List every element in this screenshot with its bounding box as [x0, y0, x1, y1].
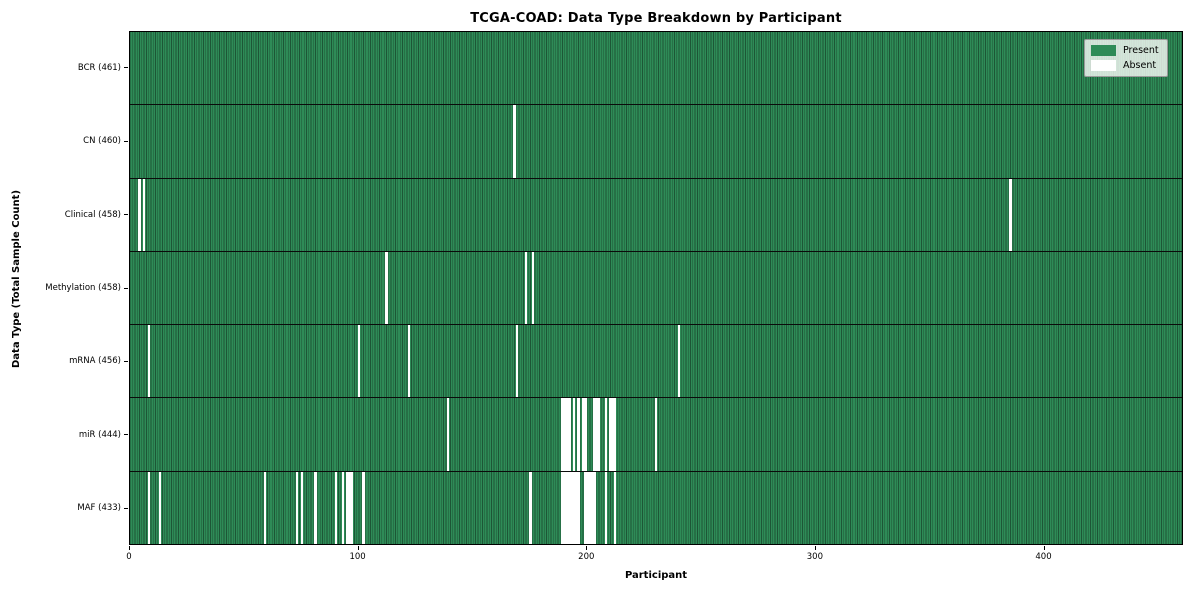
absent-cell	[341, 471, 345, 544]
y-tick-mark	[124, 214, 128, 216]
absent-cell	[595, 398, 598, 471]
y-tick-mark	[124, 360, 128, 362]
absent-cell	[147, 471, 150, 544]
y-tick-label: Methylation (458)	[45, 283, 121, 293]
data-type-row-mRNA	[130, 325, 1182, 399]
y-tick-mark	[124, 434, 128, 436]
absent-cell	[561, 471, 564, 544]
absent-cell	[577, 398, 580, 471]
legend: Present Absent	[1084, 39, 1168, 77]
absent-cell	[351, 471, 354, 544]
data-type-row-CN	[130, 105, 1182, 179]
absent-cell	[357, 325, 361, 398]
absent-cell	[577, 471, 580, 544]
absent-cell	[575, 471, 578, 544]
absent-cell	[604, 471, 608, 544]
x-tick-mark	[129, 546, 130, 550]
absent-cell	[611, 398, 614, 471]
absent-cell	[565, 398, 569, 471]
x-tick-mark	[1043, 546, 1045, 550]
legend-entry: Absent	[1091, 60, 1159, 71]
absent-cell	[568, 471, 571, 544]
data-type-row-BCR	[130, 32, 1182, 106]
absent-cell	[561, 398, 564, 471]
absent-cell	[138, 178, 141, 251]
data-type-row-Methylation	[130, 251, 1182, 326]
absent-cell	[563, 398, 566, 471]
absent-cell	[565, 471, 569, 544]
absent-cell	[348, 471, 352, 544]
chart-title: TCGA-COAD: Data Type Breakdown by Partic…	[470, 11, 842, 26]
absent-cell	[346, 471, 349, 544]
absent-cell	[524, 251, 528, 325]
absent-cell	[588, 471, 592, 544]
y-tick-mark	[124, 287, 128, 289]
y-tick-mark	[124, 67, 128, 69]
y-tick-label: BCR (461)	[77, 62, 121, 73]
x-axis-label: Participant	[624, 570, 688, 581]
x-tick-mark	[357, 546, 359, 550]
absent-cell	[613, 471, 617, 544]
absent-cell	[591, 471, 594, 544]
absent-cell	[572, 398, 576, 471]
absent-cell	[264, 471, 267, 544]
y-tick-mark	[124, 140, 128, 142]
data-type-row-Clinical	[130, 178, 1182, 252]
legend-swatch-icon	[1091, 45, 1116, 56]
y-tick-label: MAF (433)	[77, 503, 121, 514]
absent-cell	[584, 471, 587, 544]
y-tick-label: mRNA (456)	[69, 356, 121, 367]
absent-cell	[570, 471, 573, 544]
absent-cell	[385, 251, 388, 325]
y-tick-label: CN (460)	[83, 136, 121, 147]
absent-cell	[515, 325, 518, 398]
absent-cell	[314, 471, 317, 544]
absent-cell	[604, 398, 608, 471]
plot-area	[129, 31, 1183, 545]
legend-label: Absent	[1123, 60, 1157, 71]
absent-cell	[572, 471, 576, 544]
x-tick-mark	[814, 546, 816, 550]
absent-cell	[1009, 178, 1012, 251]
absent-cell	[300, 471, 304, 544]
x-tick-mark	[586, 546, 588, 550]
y-tick-mark	[124, 507, 128, 509]
legend-swatch-icon	[1091, 60, 1116, 71]
absent-cell	[677, 325, 681, 398]
absent-cell	[158, 471, 162, 544]
absent-cell	[513, 105, 516, 178]
absent-cell	[597, 398, 601, 471]
absent-cell	[531, 251, 534, 325]
absent-cell	[447, 398, 450, 471]
absent-cell	[563, 471, 566, 544]
data-type-row-MAF	[130, 471, 1182, 544]
absent-cell	[581, 398, 585, 471]
absent-cell	[147, 325, 150, 398]
absent-cell	[142, 178, 146, 251]
data-type-row-miR	[130, 398, 1182, 472]
absent-cell	[296, 471, 299, 544]
absent-cell	[408, 325, 411, 398]
legend-label: Present	[1123, 45, 1159, 56]
x-tick-label: 200	[578, 552, 595, 562]
legend-entry: Present	[1091, 45, 1159, 56]
absent-cell	[613, 398, 617, 471]
x-tick-label: 400	[1035, 552, 1052, 562]
x-tick-label: 100	[349, 552, 366, 562]
absent-cell	[584, 398, 587, 471]
absent-cell	[362, 471, 365, 544]
absent-cell	[593, 471, 596, 544]
absent-cell	[568, 398, 571, 471]
x-tick-label: 300	[806, 552, 823, 562]
absent-cell	[593, 398, 596, 471]
y-tick-label: Clinical (458)	[64, 209, 121, 220]
absent-cell	[655, 398, 658, 471]
absent-cell	[529, 471, 532, 544]
absent-cell	[335, 471, 338, 544]
absent-cell	[609, 398, 612, 471]
x-tick-label: 0	[126, 552, 132, 562]
absent-cell	[586, 471, 589, 544]
y-tick-label: miR (444)	[78, 429, 121, 440]
